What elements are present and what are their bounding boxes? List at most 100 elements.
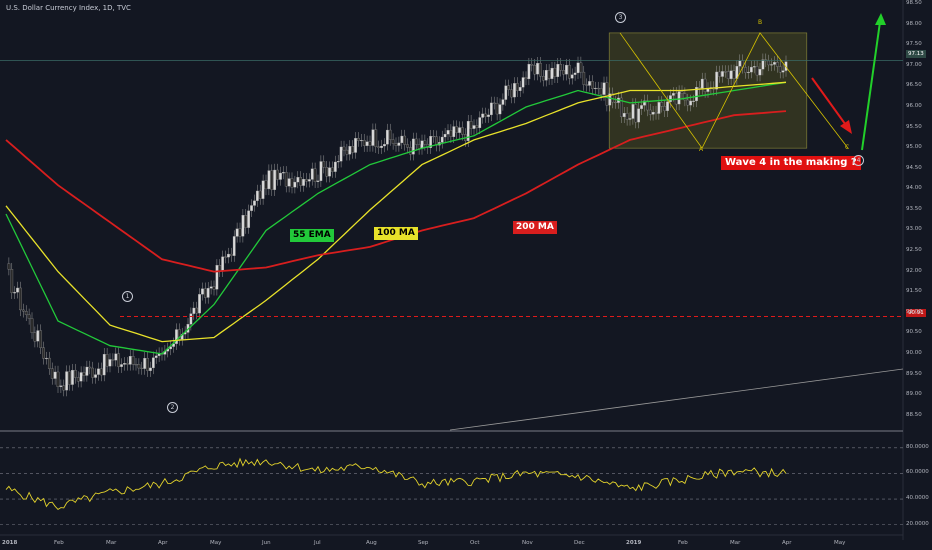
candle-body (125, 363, 129, 365)
candle-body (703, 78, 707, 92)
candle-body (409, 147, 412, 155)
y-tick-label: 90.00 (906, 349, 922, 356)
candle-body (645, 100, 649, 111)
y-tick-label: 97.50 (906, 41, 922, 48)
candle-body (443, 133, 447, 138)
x-tick-label: Apr (158, 540, 168, 546)
candle-body (56, 371, 60, 387)
candle-body (406, 144, 409, 148)
candle-body (143, 358, 147, 369)
rsi-tick-label: 40.0000 (906, 495, 929, 502)
candle-body (325, 167, 329, 177)
candle-body (570, 74, 574, 79)
candle-body (666, 101, 669, 111)
rsi-tick-label: 20.0000 (906, 520, 929, 527)
y-tick-label: 94.50 (906, 164, 922, 171)
candle-body (189, 313, 193, 325)
candle-body (487, 114, 490, 117)
candle-body (368, 141, 372, 146)
candle-body (513, 83, 516, 98)
candle-body (400, 135, 404, 144)
candle-body (602, 82, 606, 95)
candle-body (359, 139, 363, 142)
candle-body (484, 113, 487, 117)
candle-body (732, 70, 736, 79)
candle-body (362, 139, 366, 146)
candle-body (258, 190, 262, 199)
candle-body (680, 91, 684, 94)
candle-body (215, 265, 219, 290)
candle-body (354, 138, 357, 153)
candle-body (82, 372, 86, 376)
candle-body (770, 64, 773, 66)
y-tick-label: 96.00 (906, 103, 922, 109)
candle-body (261, 180, 265, 199)
candle-body (195, 307, 199, 314)
candle-body (591, 81, 594, 89)
candle-body (224, 256, 227, 258)
candle-body (276, 169, 279, 180)
ema55-label: 55 EMA (290, 229, 334, 242)
candle-body (42, 347, 45, 359)
candle-body (47, 357, 51, 369)
candle-body (342, 146, 346, 151)
candle-body (657, 102, 661, 114)
ma100-label: 100 MA (374, 227, 418, 240)
candle-body (715, 71, 719, 90)
candle-body (744, 67, 747, 73)
candle-body (235, 228, 239, 237)
candle-body (521, 77, 525, 88)
candle-body (10, 268, 14, 293)
up-arrow (861, 21, 881, 151)
candle-body (221, 256, 225, 271)
down-arrow-head (840, 120, 852, 134)
candle-body (643, 100, 646, 106)
x-tick-label: Jun (262, 540, 271, 546)
candle-body (13, 292, 17, 294)
candle-body (729, 70, 733, 79)
candle-body (371, 129, 375, 146)
candle-body (232, 236, 236, 256)
y-tick-label: 89.00 (906, 391, 922, 398)
candle-body (310, 168, 314, 180)
candle-body (637, 108, 641, 123)
candle-body (307, 179, 311, 182)
candle-body (388, 129, 392, 140)
candle-body (466, 121, 470, 141)
candle-body (241, 215, 245, 237)
candle-body (625, 113, 629, 120)
ma100-line (5, 81, 787, 343)
x-tick-label: Nov (522, 540, 533, 546)
candle-body (120, 364, 123, 367)
candle-body (593, 87, 597, 90)
candle-body (255, 190, 259, 201)
candle-body (654, 111, 658, 114)
candle-body (114, 353, 118, 361)
y-tick-label: 89.50 (906, 370, 922, 377)
candle-body (475, 125, 479, 129)
candle-body (391, 139, 395, 144)
current-price-badge: 97.13 (906, 50, 926, 58)
candle-body (669, 95, 672, 102)
candle-body (622, 113, 626, 117)
candle-body (504, 85, 508, 100)
candle-body (201, 288, 204, 295)
candle-body (24, 311, 28, 315)
candle-body (30, 318, 34, 333)
x-tick-label: Aug (366, 540, 377, 546)
candle-body (21, 309, 25, 312)
candle-body (495, 103, 499, 115)
candle-body (631, 104, 635, 119)
candle-body (472, 125, 476, 129)
candle-body (328, 167, 331, 177)
wave-mark-3: 3 (615, 12, 626, 23)
candle-body (198, 294, 201, 314)
candle-body (247, 210, 251, 228)
candle-body (663, 106, 667, 111)
candle-body (524, 77, 528, 80)
candle-body (76, 377, 80, 382)
candle-body (640, 105, 643, 109)
candle-body (99, 368, 103, 376)
wave-note: Wave 4 in the making ? (721, 156, 861, 170)
